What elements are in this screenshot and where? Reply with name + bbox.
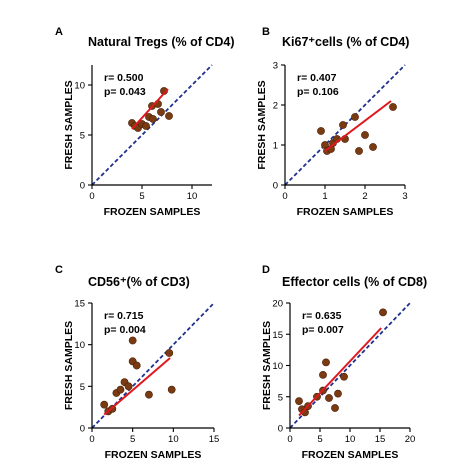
regression-line	[324, 100, 392, 152]
panel-letter: A	[55, 26, 63, 38]
data-point	[295, 397, 303, 406]
y-axis-title: FRESH SAMPLES	[63, 321, 75, 410]
chart-panel-a: A Natural Tregs (% of CD4) 0 5 10 0 5 10 FROZEN …	[55, 26, 235, 218]
data-point	[145, 390, 153, 399]
y-tick-label: 5	[80, 131, 85, 142]
x-axis-title: FROZEN SAMPLES	[104, 206, 201, 218]
data-point	[351, 113, 359, 121]
data-point	[100, 400, 109, 409]
chart-title: Natural Tregs (% of CD4)	[88, 35, 235, 49]
x-tick-label: 0	[282, 191, 287, 202]
data-point	[325, 394, 333, 402]
data-point	[317, 127, 325, 135]
x-tick-label: 10	[187, 191, 198, 202]
p-value: p= 0.004	[104, 324, 146, 336]
y-tick-label: 15	[74, 299, 85, 310]
x-tick-label: 10	[345, 434, 356, 445]
chart-title: Effector cells (% of CD8)	[282, 275, 427, 289]
y-tick-label: 10	[272, 361, 283, 372]
x-tick-label: 5	[139, 191, 144, 202]
y-tick-label: 0	[278, 424, 283, 435]
data-point	[116, 385, 125, 394]
x-tick-label: 0	[89, 434, 94, 445]
y-tick-label: 10	[74, 340, 85, 351]
chart-panel-d: D Effector cells (% of CD8) 0 5 10 15 20 0 5 10 15…	[261, 264, 427, 461]
regression-line	[103, 357, 171, 416]
y-tick-label: 20	[272, 299, 283, 310]
data-point	[128, 336, 137, 345]
chart-panel-c: C CD56⁺(% of CD3) 0 5 10 15 0 5 10 15 FROZEN SAMPL…	[55, 264, 219, 461]
y-axis-title: FRESH SAMPLES	[256, 80, 268, 169]
x-axis-title: FROZEN SAMPLES	[297, 206, 394, 218]
x-tick-label: 15	[375, 434, 386, 445]
data-point	[334, 389, 342, 398]
panel-letter: C	[55, 264, 63, 276]
data-point	[319, 370, 327, 379]
data-point	[379, 308, 387, 317]
data-point	[322, 358, 330, 367]
x-tick-label: 20	[405, 434, 416, 445]
y-tick-label: 5	[278, 392, 283, 403]
data-point	[149, 115, 157, 123]
chart-panel-b: B Ki67⁺cells (% of CD4) 0 1 2 3 0 1 2 3 FROZEN SAM…	[256, 26, 409, 218]
x-tick-label: 5	[317, 434, 322, 445]
y-tick-label: 2	[273, 101, 278, 112]
data-point	[389, 103, 397, 111]
chart-title: CD56⁺(% of CD3)	[88, 275, 190, 289]
y-tick-label: 0	[273, 181, 278, 192]
y-tick-label: 1	[273, 141, 278, 152]
y-tick-label: 5	[80, 382, 85, 393]
x-tick-label: 0	[287, 434, 292, 445]
y-tick-label: 10	[74, 81, 85, 92]
data-point	[165, 112, 173, 120]
data-point	[124, 382, 133, 391]
y-axis-title: FRESH SAMPLES	[63, 80, 75, 169]
chart-title: Ki67⁺cells (% of CD4)	[282, 35, 409, 49]
y-tick-label: 3	[273, 61, 278, 72]
data-point	[361, 131, 369, 139]
x-axis-title: FROZEN SAMPLES	[302, 449, 399, 461]
data-point	[339, 121, 347, 129]
panel-letter: B	[262, 26, 270, 38]
x-tick-label: 0	[89, 191, 94, 202]
x-axis-title: FROZEN SAMPLES	[105, 449, 202, 461]
x-tick-label: 3	[402, 191, 407, 202]
x-tick-label: 2	[362, 191, 367, 202]
x-tick-label: 1	[322, 191, 327, 202]
data-point	[340, 372, 348, 381]
data-point	[369, 143, 377, 151]
r-value: r= 0.715	[104, 310, 144, 322]
data-point	[132, 361, 141, 370]
panel-letter: D	[262, 264, 270, 276]
identity-line	[91, 64, 213, 186]
r-value: r= 0.407	[297, 72, 337, 84]
y-tick-label: 0	[80, 424, 85, 435]
data-point	[331, 404, 339, 412]
data-point	[157, 108, 165, 116]
data-point	[165, 349, 174, 357]
y-tick-label: 0	[80, 181, 85, 192]
r-value: r= 0.635	[302, 310, 342, 322]
p-value: p= 0.106	[297, 86, 339, 98]
r-value: r= 0.500	[104, 72, 144, 84]
y-axis-title: FRESH SAMPLES	[261, 321, 273, 410]
regression-line	[298, 327, 382, 417]
data-point	[167, 385, 176, 394]
x-tick-label: 15	[209, 434, 220, 445]
x-tick-label: 5	[130, 434, 135, 445]
data-point	[355, 147, 363, 155]
x-tick-label: 10	[168, 434, 179, 445]
p-value: p= 0.007	[302, 324, 344, 336]
y-tick-label: 15	[272, 330, 283, 341]
p-value: p= 0.043	[104, 86, 146, 98]
regression-line	[131, 88, 169, 130]
data-point	[142, 122, 150, 130]
